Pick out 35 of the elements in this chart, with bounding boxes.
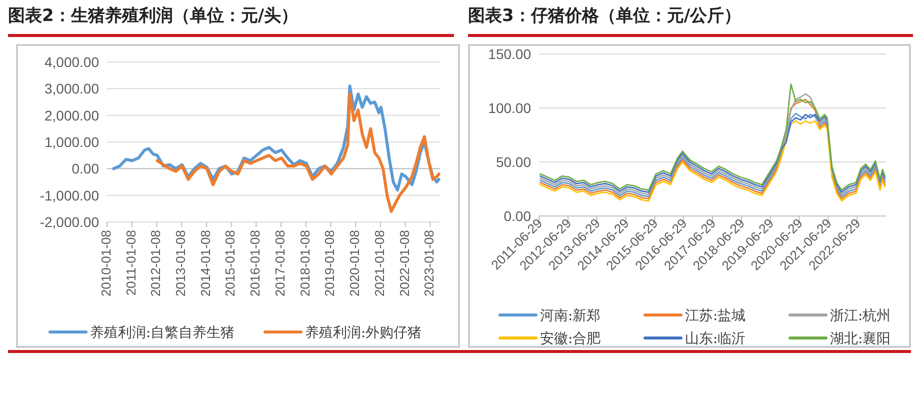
legend-label: 养殖利润:外购仔猪 bbox=[305, 325, 422, 341]
legend-label: 湖北:襄阳 bbox=[830, 331, 891, 347]
legend-label: 养殖利润:自繁自养生猪 bbox=[90, 325, 235, 341]
y-tick-label: 4,000.00 bbox=[44, 54, 100, 70]
chart-title: 图表2：生猪养殖利润（单位：元/头） bbox=[8, 5, 298, 27]
x-tick-label: 2010-01-08 bbox=[98, 230, 114, 296]
x-tick-label: 2020-01-08 bbox=[347, 230, 362, 296]
x-tick-label: 2012-01-08 bbox=[148, 230, 164, 296]
y-tick-label: 3,000.00 bbox=[44, 80, 100, 97]
legend-label: 安徽:合肥 bbox=[540, 331, 601, 347]
x-tick-label: 2017-01-08 bbox=[272, 230, 288, 296]
legend-label: 浙江:杭州 bbox=[830, 308, 891, 324]
x-tick-label: 2015-01-08 bbox=[222, 230, 238, 296]
y-tick-label: 50.00 bbox=[496, 154, 532, 170]
x-tick-label: 2022-01-08 bbox=[396, 230, 412, 296]
x-tick-label: 2023-01-08 bbox=[422, 230, 437, 296]
legend-label: 山东:临沂 bbox=[685, 331, 746, 347]
x-tick-label: 2019-01-08 bbox=[322, 230, 338, 296]
legend-label: 江苏:盐城 bbox=[685, 308, 746, 324]
x-tick-label: 2011-01-08 bbox=[123, 230, 138, 296]
y-tick-label: -2,000.00 bbox=[40, 214, 100, 230]
y-tick-label: 0.00 bbox=[504, 208, 532, 224]
y-tick-label: 1,000.00 bbox=[44, 134, 100, 150]
x-tick-label: 2014-01-08 bbox=[198, 230, 213, 296]
y-tick-label: 150.00 bbox=[488, 46, 532, 62]
chart-title: 图表3：仔猪价格（单位：元/公斤） bbox=[468, 5, 742, 27]
y-tick-label: -1,000.00 bbox=[40, 187, 100, 204]
x-tick-label: 2016-01-08 bbox=[248, 230, 263, 296]
y-tick-label: 100.00 bbox=[488, 100, 532, 116]
x-tick-label: 2013-01-08 bbox=[173, 230, 188, 296]
x-tick-label: 2021-01-08 bbox=[372, 230, 387, 296]
y-tick-label: 2,000.00 bbox=[44, 107, 100, 124]
legend-label: 河南:新郑 bbox=[540, 308, 601, 324]
y-tick-label: 0.00 bbox=[72, 160, 100, 177]
x-tick-label: 2018-01-08 bbox=[297, 230, 312, 296]
